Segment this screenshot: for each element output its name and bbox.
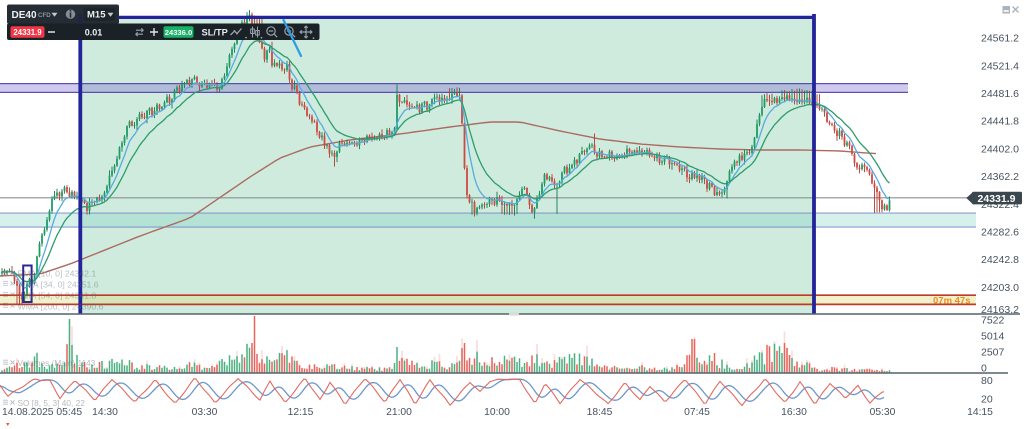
- svg-text:16:30: 16:30: [781, 407, 807, 418]
- svg-text:CFD: CFD: [38, 12, 51, 19]
- svg-text:14:30: 14:30: [92, 407, 118, 418]
- svg-text:14:15: 14:15: [967, 407, 993, 418]
- svg-text:03:30: 03:30: [192, 407, 218, 418]
- svg-text:5014: 5014: [981, 331, 1005, 343]
- svg-text:0: 0: [981, 363, 987, 375]
- svg-text:24561.2: 24561.2: [981, 33, 1019, 45]
- svg-text:24362.2: 24362.2: [981, 171, 1019, 183]
- svg-text:80: 80: [981, 375, 993, 387]
- svg-text:12:15: 12:15: [288, 407, 314, 418]
- svg-text:WMA [34, 0] 24351.6: WMA [34, 0] 24351.6: [18, 279, 99, 289]
- svg-text:24402.0: 24402.0: [981, 143, 1019, 155]
- svg-text:07:45: 07:45: [684, 407, 710, 418]
- svg-text:0.01: 0.01: [85, 27, 103, 37]
- svg-text:24441.8: 24441.8: [981, 116, 1019, 128]
- svg-text:24163.2: 24163.2: [981, 304, 1019, 316]
- svg-text:EMA [10, 0] 24342.1: EMA [10, 0] 24342.1: [18, 268, 97, 278]
- svg-text:24481.6: 24481.6: [981, 88, 1019, 100]
- svg-text:05:30: 05:30: [870, 407, 896, 418]
- svg-text:SL/TP: SL/TP: [202, 28, 228, 38]
- svg-text:10:00: 10:00: [484, 407, 510, 418]
- svg-text:24203.0: 24203.0: [981, 282, 1019, 294]
- svg-text:20: 20: [981, 394, 993, 406]
- svg-text:WMA [200, 0] 24390.6: WMA [200, 0] 24390.6: [18, 301, 104, 311]
- svg-text:24242.8: 24242.8: [981, 254, 1019, 266]
- svg-text:24331.9: 24331.9: [978, 193, 1016, 205]
- svg-text:24521.4: 24521.4: [981, 60, 1019, 72]
- svg-text:M15: M15: [87, 10, 106, 21]
- svg-text:7522: 7522: [981, 315, 1005, 327]
- svg-text:07m 47s: 07m 47s: [933, 295, 971, 306]
- svg-text:14.08.2025 05:45: 14.08.2025 05:45: [2, 407, 82, 418]
- svg-text:DE40: DE40: [12, 10, 37, 21]
- svg-text:SO [8, 5, 3] 40, 22: SO [8, 5, 3] 40, 22: [18, 398, 86, 408]
- svg-text:24282.6: 24282.6: [981, 227, 1019, 239]
- svg-text:2507: 2507: [981, 347, 1005, 359]
- svg-text:18:45: 18:45: [587, 407, 613, 418]
- svg-text:24336.0: 24336.0: [165, 28, 192, 37]
- svg-text:Volumes (Main) 1143: Volumes (Main) 1143: [18, 358, 96, 368]
- svg-text:21:00: 21:00: [386, 407, 412, 418]
- svg-text:SMA [54, 0] 24341.8: SMA [54, 0] 24341.8: [18, 290, 97, 300]
- svg-text:24331.9: 24331.9: [13, 28, 42, 37]
